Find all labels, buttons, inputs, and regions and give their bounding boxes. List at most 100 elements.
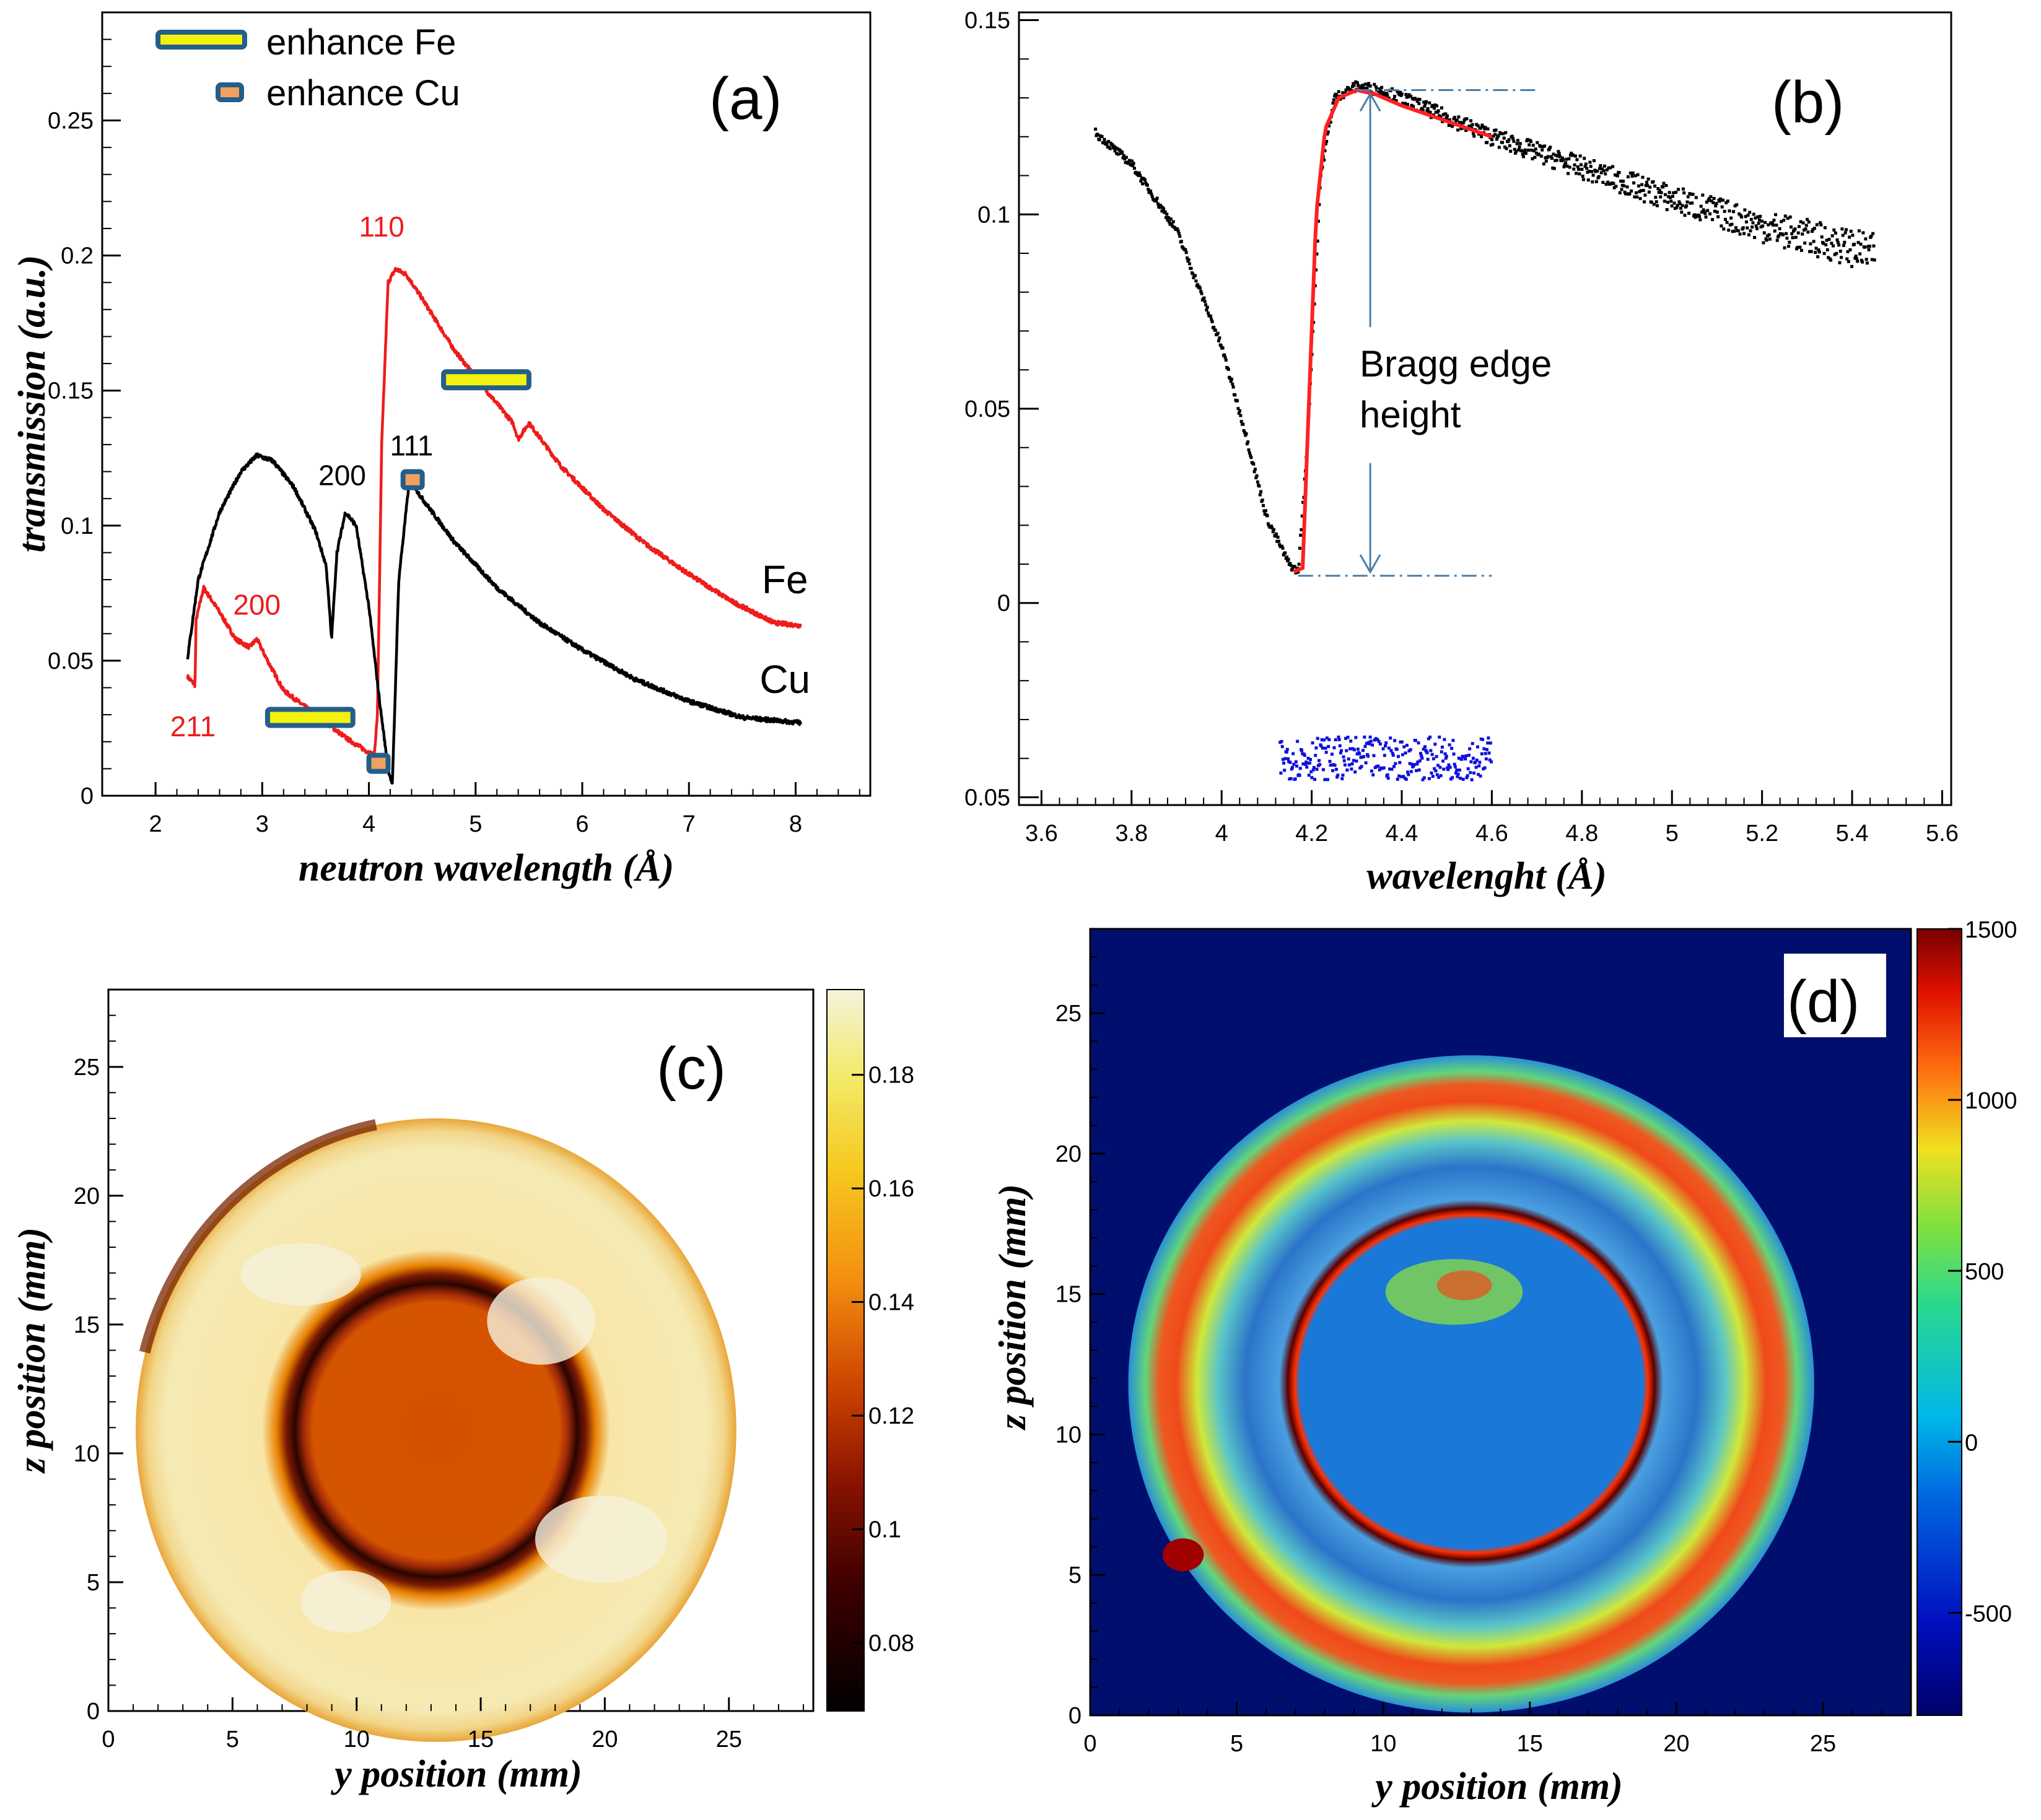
data-point [1494, 128, 1498, 132]
residual-point [1378, 742, 1382, 746]
panel-c: 0 5 10 15 20 25 0 5 10 15 20 25 0.08 0.1 0.12 0.14 0.16… [11, 988, 914, 1795]
data-point [1820, 235, 1824, 239]
data-point [1737, 212, 1741, 216]
data-point [1646, 184, 1650, 188]
data-point [1558, 155, 1562, 159]
data-point [1788, 216, 1792, 219]
data-point [1651, 180, 1655, 183]
residual-point [1457, 756, 1461, 760]
data-point [1276, 535, 1280, 539]
data-point [1824, 243, 1828, 246]
panel-d-ticks: 0 5 10 15 20 25 0 5 10 15 20 25 [1055, 956, 1882, 1757]
data-point [1753, 235, 1757, 239]
residual-point [1346, 736, 1350, 739]
data-point [1102, 141, 1106, 144]
data-point [1748, 211, 1752, 214]
data-point [1423, 105, 1427, 108]
b-xtick-label: 4 [1215, 821, 1228, 847]
data-point [1665, 208, 1669, 212]
residual-point [1488, 741, 1492, 745]
data-point [1557, 150, 1560, 154]
data-point [1239, 414, 1243, 417]
data-point [1147, 188, 1150, 191]
data-point [1620, 188, 1624, 191]
residual-point [1396, 777, 1399, 781]
residual-point [1426, 757, 1430, 761]
data-point [1742, 232, 1746, 235]
data-point [1238, 409, 1242, 412]
data-point [1869, 234, 1873, 238]
data-point [1373, 82, 1376, 86]
residual-point [1381, 747, 1385, 751]
data-point [1750, 225, 1754, 229]
data-point [1840, 256, 1843, 259]
annotation-fe-200: 200 [233, 589, 281, 621]
data-point [1799, 220, 1803, 224]
data-point [1850, 264, 1854, 268]
data-point [1819, 223, 1823, 227]
b-xtick-label: 4.8 [1565, 821, 1598, 847]
data-point [1318, 202, 1321, 206]
data-point [1723, 217, 1727, 221]
residual-point [1363, 744, 1367, 748]
data-point [1203, 300, 1207, 303]
data-point [1631, 171, 1635, 175]
data-point [1462, 121, 1466, 124]
data-point [1541, 148, 1544, 152]
residual-point [1358, 752, 1361, 755]
a-xtick-label: 5 [469, 811, 482, 837]
data-point [1229, 380, 1233, 383]
data-point [1730, 222, 1734, 226]
data-point [1585, 167, 1589, 170]
data-point [1492, 129, 1496, 133]
data-point [1718, 199, 1721, 203]
data-point [1384, 93, 1388, 97]
data-point [1552, 167, 1556, 170]
data-point [1691, 193, 1695, 196]
data-point [1139, 173, 1142, 177]
data-point [1094, 128, 1098, 131]
residual-point [1459, 777, 1462, 780]
residual-point [1314, 746, 1318, 750]
data-point [1446, 114, 1449, 118]
data-point [1427, 110, 1430, 114]
residual-point [1415, 768, 1418, 772]
data-point [1754, 224, 1758, 228]
a-xtick-label: 6 [575, 811, 588, 837]
residual-point [1453, 762, 1456, 766]
data-point [1731, 230, 1734, 233]
data-point [1223, 353, 1226, 357]
data-point [1504, 131, 1508, 134]
residual-point [1339, 751, 1342, 755]
data-point [1140, 176, 1143, 180]
data-point [1565, 164, 1569, 168]
data-point [1137, 171, 1141, 175]
data-point [1536, 141, 1539, 144]
data-point [1810, 230, 1814, 233]
data-point [1619, 179, 1623, 183]
data-point [1698, 218, 1702, 222]
data-point [1565, 157, 1568, 161]
residual-point [1409, 748, 1412, 752]
data-point [1641, 188, 1645, 192]
data-point [1350, 85, 1354, 89]
data-point [1407, 95, 1410, 98]
data-point [1281, 546, 1285, 550]
residual-point [1483, 766, 1487, 770]
data-point [1580, 163, 1583, 167]
b-xtick-label: 5.6 [1926, 821, 1959, 847]
data-point [1420, 107, 1424, 110]
data-point [1550, 157, 1554, 160]
data-point [1171, 224, 1174, 228]
data-point [1854, 255, 1858, 258]
data-point [1298, 546, 1301, 550]
d-xtick-label: 20 [1663, 1731, 1689, 1757]
data-point [1728, 223, 1732, 227]
data-point [1573, 163, 1576, 167]
d-xtick-label: 0 [1083, 1731, 1096, 1757]
data-point [1291, 567, 1295, 570]
data-point [1733, 229, 1736, 233]
residual-point [1450, 747, 1454, 751]
panel-d-plot-area [1128, 1055, 1814, 1713]
data-point [1620, 183, 1624, 187]
